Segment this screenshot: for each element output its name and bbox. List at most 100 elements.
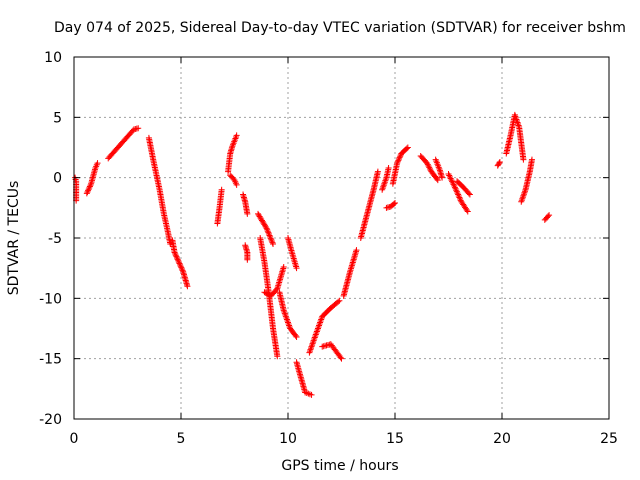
x-tick-label: 20 (493, 431, 511, 447)
data-point (274, 353, 281, 360)
data-point (545, 213, 552, 220)
data-point (174, 254, 181, 261)
data-point (385, 165, 392, 172)
data-point (244, 210, 251, 217)
data-point (94, 160, 101, 167)
data-point (233, 181, 240, 188)
data-point (265, 231, 272, 238)
y-tick-label: 5 (53, 110, 62, 126)
data-point (264, 228, 271, 235)
data-point (172, 252, 179, 259)
data-point (264, 290, 271, 297)
data-point (451, 184, 458, 191)
data-point (453, 187, 460, 194)
data-point (177, 263, 184, 270)
data-point (463, 207, 470, 214)
data-point (218, 186, 225, 193)
data-point (293, 333, 300, 340)
data-point (176, 260, 183, 267)
data-point (280, 263, 287, 270)
data-point (425, 163, 432, 170)
data-point (455, 191, 462, 198)
y-axis-label: SDTVAR / TECUs (6, 181, 22, 296)
y-tick-label: -15 (39, 352, 62, 368)
data-point (173, 253, 180, 260)
data-point (390, 200, 397, 207)
y-tick-label: 0 (53, 171, 62, 187)
data-point (392, 200, 398, 207)
data-point (85, 186, 92, 193)
y-tick-label: -10 (39, 291, 62, 307)
data-point (86, 184, 93, 191)
data-point (454, 190, 461, 197)
data-point (135, 125, 142, 132)
data-point (335, 298, 342, 305)
data-point (268, 238, 275, 245)
data-point (446, 172, 453, 179)
data-point (397, 153, 404, 160)
x-tick-label: 10 (279, 431, 297, 447)
chart-title: Day 074 of 2025, Sidereal Day-to-day VTE… (54, 20, 626, 36)
data-point (452, 185, 459, 192)
x-tick-label: 5 (177, 431, 186, 447)
data-point (267, 233, 274, 240)
data-point (270, 241, 277, 248)
y-tick-label: 10 (44, 50, 62, 66)
data-point (267, 235, 274, 242)
data-point (292, 332, 299, 339)
data-point (262, 290, 269, 297)
data-point (448, 176, 455, 183)
data-point (84, 188, 91, 195)
data-point (433, 175, 440, 182)
data-point (174, 256, 181, 263)
data-points (72, 111, 553, 398)
x-tick-label: 0 (70, 431, 79, 447)
axis-ticks (73, 56, 610, 420)
data-point (434, 177, 441, 184)
data-point (172, 250, 179, 257)
data-point (338, 355, 345, 362)
data-point (337, 354, 344, 361)
data-point (449, 179, 456, 186)
data-point (520, 156, 527, 163)
data-point (179, 267, 186, 274)
data-point (403, 145, 410, 152)
data-point (269, 239, 276, 246)
data-point (184, 283, 191, 290)
data-point (464, 208, 471, 215)
data-point (451, 182, 458, 189)
data-point (83, 190, 90, 197)
data-point (177, 261, 184, 268)
data-point (265, 229, 272, 236)
data-point (244, 256, 251, 263)
data-point (85, 187, 92, 194)
data-point (496, 158, 503, 165)
data-point (426, 165, 433, 172)
data-point (178, 266, 185, 273)
data-point (263, 225, 270, 232)
x-tick-labels: 0 5 10 15 20 25 (70, 431, 618, 447)
data-point (86, 183, 93, 190)
data-point (178, 264, 185, 271)
data-point (268, 236, 275, 243)
data-point (394, 160, 401, 167)
data-point (546, 212, 553, 219)
data-point (171, 249, 178, 256)
data-point (266, 232, 273, 239)
data-point (308, 391, 315, 398)
data-point (446, 173, 453, 180)
x-axis-label: GPS time / hours (281, 458, 398, 474)
data-point (264, 226, 271, 233)
data-point (466, 191, 473, 198)
data-point (447, 175, 454, 182)
data-point (457, 195, 464, 202)
data-point (528, 156, 535, 163)
data-point (395, 156, 402, 163)
data-point (424, 160, 431, 167)
grid-lines (74, 57, 609, 419)
data-point (455, 193, 462, 200)
data-point (445, 171, 452, 178)
data-point (395, 157, 402, 164)
data-point (175, 259, 182, 266)
